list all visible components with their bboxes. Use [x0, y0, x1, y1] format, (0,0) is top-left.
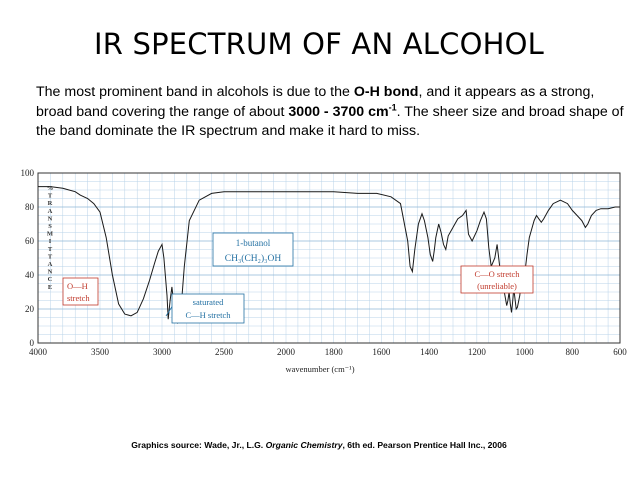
spectrum-line	[38, 186, 620, 325]
y-axis-label-letter: S	[48, 223, 52, 230]
chart-annotations: O—H stretch 1-butanol CH₃(CH₂)₃OH satura…	[62, 232, 534, 324]
intro-paragraph: The most prominent band in alcohols is d…	[36, 83, 626, 142]
annotation-ch-saturated: saturated	[193, 297, 224, 307]
y-axis-label-letter: I	[49, 238, 52, 245]
source-book-title: Organic Chemistry	[265, 440, 343, 450]
x-tick-label: 4000	[29, 347, 48, 357]
annotation-co-stretch: C—O stretch	[474, 269, 520, 279]
annotation-box-ch	[171, 293, 245, 324]
annotation-oh-stretch: stretch	[67, 293, 90, 303]
y-axis-label-letter: R	[48, 200, 53, 207]
source-prefix: Graphics source: Wade, Jr., L.G.	[131, 440, 266, 450]
x-tick-label: 800	[566, 347, 580, 357]
x-tick-label: 2000	[277, 347, 296, 357]
x-tick-label: 1800	[325, 347, 344, 357]
annotation-ch-stretch: C—H stretch	[185, 310, 231, 320]
y-axis-label-letter: T	[48, 246, 53, 253]
y-axis-label-letter: M	[47, 231, 53, 238]
y-tick-labels: 0 20 40 60 80 100	[21, 168, 35, 348]
x-tick-label: 1400	[420, 347, 439, 357]
annotation-oh-label: O—H	[67, 281, 88, 291]
y-tick-label: 40	[25, 270, 35, 280]
y-axis-label-letter: T	[48, 253, 53, 260]
y-axis-label-letter: A	[48, 208, 53, 215]
x-axis-label: wavenumber (cm⁻¹)	[285, 364, 354, 374]
annotation-box-oh	[62, 277, 99, 306]
x-tick-label: 3500	[91, 347, 110, 357]
y-axis-label-letter: T	[48, 193, 53, 200]
intro-range-unit-exponent: -1	[388, 101, 397, 112]
y-axis-label-letter: %	[47, 185, 54, 192]
intro-text-2: , and it appears as a strong, broad band…	[36, 84, 595, 120]
y-tick-label: 60	[25, 236, 35, 246]
x-tick-labels: 4000 3500 3000 2500 2000 1800 1600 1400 1200 1000…	[29, 347, 627, 357]
x-tick-label: 2500	[215, 347, 234, 357]
graphics-source-citation: Graphics source: Wade, Jr., L.G. Organic…	[0, 440, 638, 450]
source-suffix: , 6th ed. Pearson Prentice Hall Inc., 20…	[342, 440, 507, 450]
annotation-co-unreliable: (unreliable)	[477, 281, 517, 291]
chart-frame	[37, 172, 621, 344]
x-tick-label: 600	[613, 347, 627, 357]
y-tick-label: 0	[30, 338, 35, 348]
y-axis-label-letter: E	[48, 284, 52, 291]
plot-border	[37, 172, 621, 344]
slide-title: IR SPECTRUM OF AN ALCOHOL	[93, 27, 545, 61]
annotation-compound-formula: CH₃(CH₂)₃OH	[225, 253, 282, 264]
y-tick-label: 20	[25, 304, 35, 314]
x-tick-label: 3000	[153, 347, 172, 357]
annotation-box-compound	[212, 232, 294, 267]
intro-bold-oh: O-H bond	[353, 84, 419, 100]
y-tick-label: 100	[21, 168, 35, 178]
y-axis-label-letter: N	[48, 269, 53, 276]
y-axis-label-letter: N	[48, 215, 53, 222]
intro-bold-range: 3000 - 3700 cm-1	[288, 101, 397, 120]
annotation-compound-name: 1-butanol	[236, 238, 271, 248]
y-axis-label-letter: A	[48, 261, 53, 268]
annotation-box-co	[460, 265, 534, 294]
intro-text-1: The most prominent band in alcohols is d…	[36, 84, 354, 100]
x-tick-label: 1200	[468, 347, 487, 357]
x-tick-label: 1000	[516, 347, 535, 357]
chart-grid	[37, 172, 621, 344]
y-axis-label-letter: C	[48, 276, 53, 283]
x-tick-label: 1600	[372, 347, 391, 357]
y-tick-label: 80	[25, 202, 35, 212]
intro-range-value: 3000 - 3700 cm	[288, 103, 389, 120]
intro-text-3: . The sheer size and broad shape of the …	[36, 103, 624, 140]
